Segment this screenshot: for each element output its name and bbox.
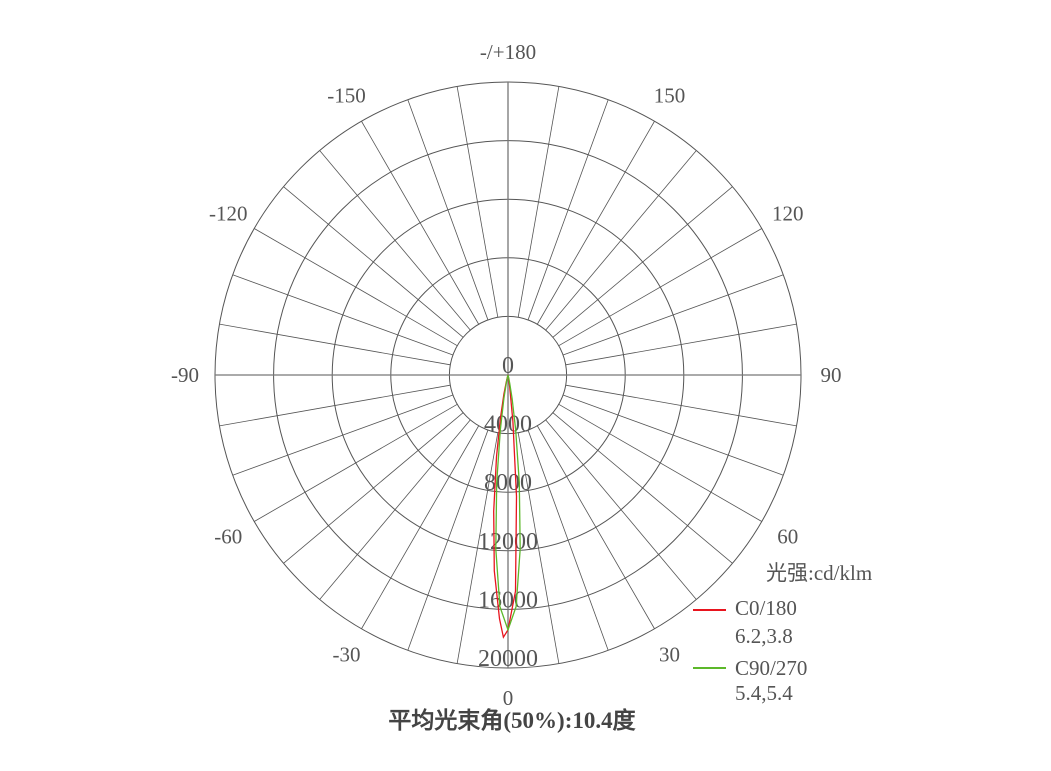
radial-labels: 0 4000 8000 12000 16000 20000 xyxy=(478,353,538,672)
grid-spoke xyxy=(219,323,451,366)
grid-spoke xyxy=(552,186,733,338)
angle-label: 150 xyxy=(654,83,686,107)
grid-spoke xyxy=(517,432,560,664)
grid-spoke xyxy=(536,121,655,325)
legend: 光强:cd/klm C0/180 6.2,3.8 C90/270 5.4,5.4 xyxy=(693,561,872,705)
angle-labels: 0 30 60 90 120 150 -/+180 -150 -120 -90 -60 -30 xyxy=(171,40,842,710)
angle-label: 120 xyxy=(772,202,804,226)
radial-label: 4000 xyxy=(484,412,532,438)
grid-spoke xyxy=(407,429,489,651)
grid-spoke xyxy=(407,99,489,321)
grid-spoke xyxy=(219,384,451,427)
grid-spoke xyxy=(254,228,458,347)
grid-spoke xyxy=(552,412,733,564)
legend-angles-c90-270: 5.4,5.4 xyxy=(735,681,793,705)
grid-spoke xyxy=(456,432,499,664)
grid-spoke xyxy=(254,403,458,522)
grid-spoke xyxy=(527,99,609,321)
polar-grid xyxy=(214,81,802,669)
grid-spoke xyxy=(456,86,499,318)
angle-label: -120 xyxy=(209,202,248,226)
grid-spoke xyxy=(545,419,697,600)
angle-label: 60 xyxy=(777,525,798,549)
unit-label: 光强:cd/klm xyxy=(766,561,872,585)
grid-spoke xyxy=(562,394,784,476)
grid-spoke xyxy=(232,274,454,356)
radial-label: 8000 xyxy=(484,470,532,496)
angle-label: -60 xyxy=(214,525,242,549)
grid-spoke xyxy=(361,121,480,325)
angle-label: -90 xyxy=(171,363,199,387)
grid-spoke xyxy=(361,425,480,629)
grid-spoke xyxy=(283,412,464,564)
grid-spoke xyxy=(232,394,454,476)
legend-label-c90-270: C90/270 xyxy=(735,656,807,680)
grid-spoke xyxy=(319,419,471,600)
grid-spoke xyxy=(517,86,560,318)
radial-label: 0 xyxy=(502,353,514,379)
radial-label: 12000 xyxy=(478,529,538,555)
angle-label: 0 xyxy=(503,686,514,710)
grid-spoke xyxy=(562,274,784,356)
angle-label: -30 xyxy=(333,643,361,667)
grid-spoke xyxy=(319,150,471,331)
intensity-curves xyxy=(493,374,521,639)
radial-label: 16000 xyxy=(478,587,538,613)
series-curve-c90-270 xyxy=(495,374,521,632)
angle-label: 30 xyxy=(659,643,680,667)
grid-spoke xyxy=(565,384,797,427)
grid-spoke xyxy=(565,323,797,366)
grid-spoke xyxy=(558,403,762,522)
legend-label-c0-180: C0/180 xyxy=(735,596,797,620)
angle-label: -150 xyxy=(327,83,366,107)
grid-spoke xyxy=(536,425,655,629)
grid-spoke xyxy=(283,186,464,338)
chart-title: 平均光束角(50%):10.4度 xyxy=(388,707,636,733)
angle-label: 90 xyxy=(821,363,842,387)
grid-spoke xyxy=(527,429,609,651)
legend-angles-c0-180: 6.2,3.8 xyxy=(735,624,793,648)
radial-label: 20000 xyxy=(478,646,538,672)
grid-spoke xyxy=(545,150,697,331)
grid-spoke xyxy=(558,228,762,347)
angle-label: -/+180 xyxy=(480,40,536,64)
